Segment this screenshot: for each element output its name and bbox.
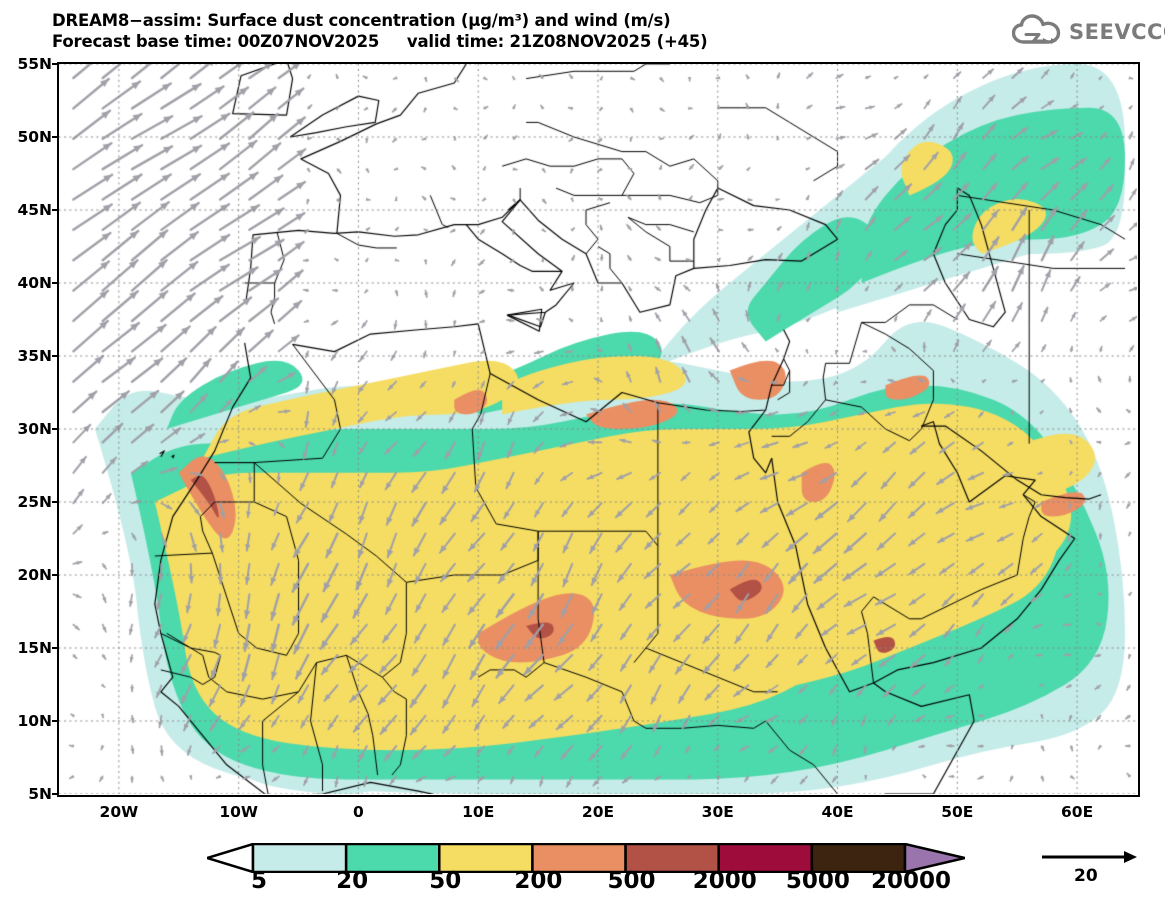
colorbar-tick-20: 20	[336, 868, 369, 894]
y-tick-label-15N: 15N	[17, 639, 52, 657]
wind-key-label: 20	[1074, 866, 1098, 886]
colorbar-over-arrow	[903, 842, 966, 874]
y-tick-mark	[52, 647, 61, 649]
x-tick-label-10W: 10W	[219, 803, 258, 821]
y-tick-mark	[52, 574, 61, 576]
seevccc-logo: SEEVCCC	[1011, 14, 1165, 54]
y-tick-label-35N: 35N	[17, 347, 52, 365]
y-tick-label-50N: 50N	[17, 128, 52, 146]
y-tick-mark	[52, 501, 61, 503]
map-plot-area	[57, 62, 1140, 797]
x-tick-label-0: 0	[353, 803, 364, 821]
y-tick-label-10N: 10N	[17, 712, 52, 730]
y-tick-mark	[52, 282, 61, 284]
colorbar-tick-5: 5	[250, 868, 268, 894]
wind-arrow-icon	[1042, 851, 1137, 863]
colorbar-cell-6	[810, 842, 907, 874]
x-tick-label-30E: 30E	[701, 803, 734, 821]
colorbar-cell-2	[438, 842, 534, 874]
dust-concentration-map	[59, 64, 1137, 794]
colorbar-swatches	[202, 842, 966, 874]
y-tick-label-55N: 55N	[17, 55, 52, 73]
colorbar-cell-5	[717, 842, 814, 874]
logo-label: SEEVCCC	[1069, 20, 1165, 44]
x-tick-label-40E: 40E	[821, 803, 854, 821]
colorbar-labels: 5 20 50 200 500 2000 5000 20000	[207, 868, 965, 898]
y-tick-mark	[52, 720, 61, 722]
colorbar-tick-2000: 2000	[692, 868, 757, 894]
figure-title: DREAM8−assim: Surface dust concentration…	[52, 10, 952, 52]
x-tick-label-20E: 20E	[581, 803, 615, 821]
title-line-2: Forecast base time: 00Z07NOV2025 valid t…	[52, 32, 708, 51]
title-line-1: DREAM8−assim: Surface dust concentration…	[52, 11, 671, 30]
colorbar-cell-4	[624, 842, 720, 874]
colorbar	[202, 842, 966, 874]
cloud-icon	[1011, 14, 1061, 44]
y-tick-mark	[52, 63, 61, 65]
y-tick-mark	[52, 428, 61, 430]
y-tick-mark	[52, 209, 61, 211]
y-tick-label-5N: 5N	[28, 785, 52, 803]
colorbar-tick-20000: 20000	[870, 868, 952, 894]
y-tick-label-30N: 30N	[17, 420, 52, 438]
colorbar-tick-50: 50	[429, 868, 462, 894]
colorbar-cell-3	[531, 842, 627, 874]
x-tick-label-10E: 10E	[462, 803, 495, 821]
y-tick-label-40N: 40N	[17, 274, 52, 292]
colorbar-tick-5000: 5000	[785, 868, 850, 894]
x-tick-label-50E: 50E	[941, 803, 974, 821]
y-tick-mark	[52, 136, 61, 138]
y-tick-mark	[52, 793, 61, 795]
y-tick-label-25N: 25N	[17, 493, 52, 511]
x-tick-label-20W: 20W	[99, 803, 139, 821]
y-tick-label-45N: 45N	[17, 201, 52, 219]
x-tick-label-60E: 60E	[1061, 803, 1094, 821]
y-axis-ticks: 5N 10N 15N 20N 25N 30N 35N 40N 45N 50N 55N	[0, 55, 61, 803]
x-axis-ticks: 20W 10W 0 10E 20E 30E 40E 50E 60E	[57, 799, 1140, 829]
wind-scale-key: 20	[1040, 848, 1150, 893]
colorbar-tick-200: 200	[514, 868, 563, 894]
colorbar-tick-500: 500	[607, 868, 656, 894]
y-tick-label-20N: 20N	[17, 566, 52, 584]
colorbar-cell-0	[251, 842, 348, 874]
y-tick-mark	[52, 355, 61, 357]
